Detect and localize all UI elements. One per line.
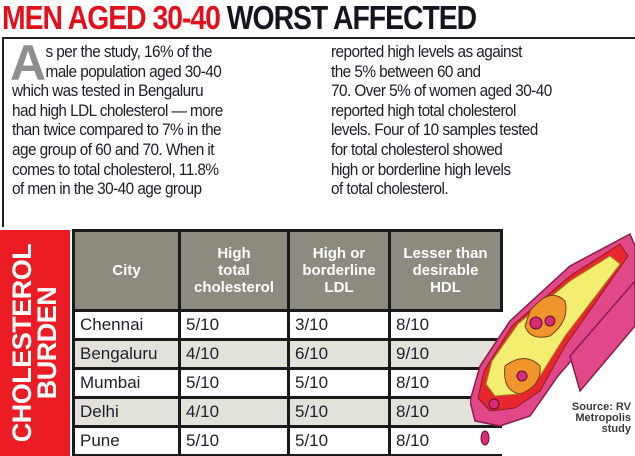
article-left-column: s per the study, 16% of the male populat… (12, 43, 310, 200)
cell-city: Bengaluru (72, 338, 181, 370)
source-line: study (601, 423, 631, 435)
article-right-column: reported high levels as against the 5% b… (331, 43, 629, 200)
header-line: cholesterol (193, 279, 275, 296)
cell-ldl: 5/10 (287, 396, 391, 428)
header-line: High (217, 245, 251, 262)
table-row: Delhi 4/10 5/10 8/10 (72, 396, 502, 428)
header-line: desirable (412, 262, 479, 279)
artery-illustration (470, 232, 635, 446)
drop-cap: A (10, 35, 47, 91)
cell-high-total: 4/10 (178, 338, 290, 370)
cell-ldl: 3/10 (287, 309, 391, 341)
table-row: Bengaluru 4/10 6/10 9/10 (72, 338, 502, 370)
article-line: reported high total cholesterol (331, 101, 516, 120)
header-high-total-cholesterol: High total cholesterol (178, 229, 290, 312)
source-line: Source: RV (571, 401, 631, 413)
header-line: High or (312, 245, 366, 262)
cell-hdl: 8/10 (388, 309, 502, 341)
table-row: Pune 5/10 5/10 8/10 (72, 425, 502, 456)
article-line: high or borderline high levels (331, 160, 511, 179)
article-line: 70. Over 5% of women aged 30-40 (331, 82, 552, 101)
article-line: which was tested in Bengaluru (12, 82, 204, 101)
headline-red-part: MEN AGED 30-40 (2, 0, 221, 36)
article-line: age group of 60 and 70. When it (12, 140, 215, 159)
article-line: for total cholesterol showed (331, 140, 503, 159)
cell-high-total: 5/10 (178, 425, 290, 456)
cell-ldl: 6/10 (287, 338, 391, 370)
source-credit: Source: RV Metropolis study (572, 402, 631, 435)
header-high-borderline-ldl: High or borderline LDL (287, 229, 391, 312)
article-body: A s per the study, 16% of the male popul… (2, 37, 635, 227)
cell-city: Delhi (72, 396, 181, 428)
header-lesser-desirable-hdl: Lesser than desirable HDL (388, 229, 503, 312)
cell-city: Mumbai (72, 367, 181, 399)
article-line: had high LDL cholesterol — more (12, 101, 223, 120)
article-line: s per the study, 16% of the (45, 43, 212, 61)
cholesterol-table: City High total cholesterol High or bord… (72, 229, 503, 456)
cell-high-total: 4/10 (178, 396, 290, 428)
sidebar-title: CHOLESTEROL BURDEN (7, 244, 62, 443)
sidebar-title-line2: BURDEN (32, 286, 62, 400)
cell-high-total: 5/10 (178, 367, 290, 399)
article-line: reported high levels as against (331, 43, 522, 61)
table-row: Chennai 5/10 3/10 8/10 (72, 309, 502, 341)
header-city: City (72, 229, 181, 312)
cell-ldl: 5/10 (287, 367, 391, 399)
header-line: total (218, 262, 250, 279)
table-row: Mumbai 5/10 5/10 8/10 (72, 367, 502, 399)
cell-ldl: 5/10 (287, 425, 391, 456)
headline: MEN AGED 30-40 WORST AFFECTED (2, 0, 546, 36)
cholesterol-burden-sidebar: CHOLESTEROL BURDEN (0, 230, 70, 456)
article-line: of total cholesterol. (331, 180, 449, 199)
article-line: male population aged 30-40 (45, 62, 222, 81)
headline-dark-part: WORST AFFECTED (226, 0, 477, 36)
article-line: levels. Four of 10 samples tested (331, 121, 538, 140)
cell-hdl: 9/10 (388, 338, 502, 370)
header-line: LDL (324, 279, 354, 296)
header-line: HDL (430, 279, 461, 296)
header-line: City (112, 262, 141, 279)
source-line: Metropolis (575, 412, 631, 424)
cell-city: Pune (72, 425, 181, 456)
header-line: borderline (302, 262, 376, 279)
table-header-row: City High total cholesterol High or bord… (72, 229, 503, 312)
header-line: Lesser than (403, 245, 488, 262)
article-line: the 5% between 60 and (331, 62, 481, 81)
cell-high-total: 5/10 (178, 309, 290, 341)
article-line: of men in the 30-40 age group (12, 180, 202, 199)
cell-city: Chennai (72, 309, 181, 341)
article-line: than twice compared to 7% in the (12, 121, 222, 140)
article-line: comes to total cholesterol, 11.8% (12, 160, 219, 179)
